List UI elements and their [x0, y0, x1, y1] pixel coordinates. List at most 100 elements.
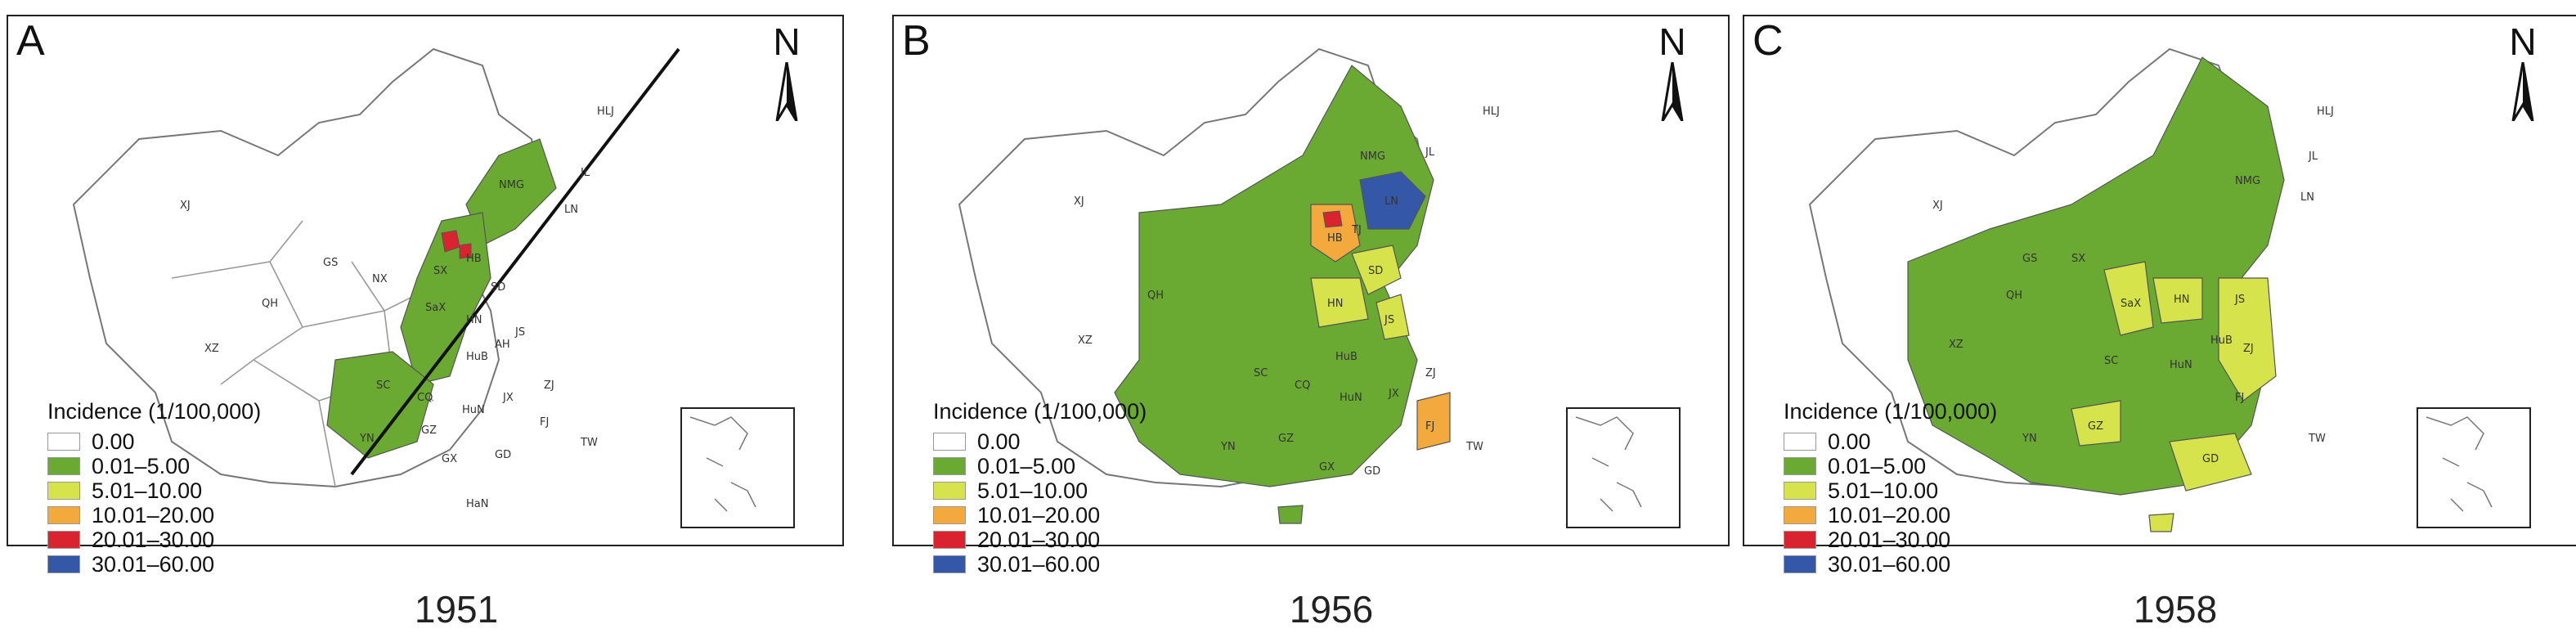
panel-letter: A [16, 17, 45, 65]
svg-text:SX: SX [433, 265, 447, 277]
svg-text:NMG: NMG [499, 179, 524, 191]
svg-text:HuN: HuN [2170, 359, 2192, 371]
svg-text:GX: GX [1319, 461, 1335, 474]
region-northeast [465, 138, 557, 246]
svg-text:HB: HB [466, 253, 482, 265]
svg-text:HLJ: HLJ [597, 106, 614, 118]
svg-text:NMG: NMG [2235, 175, 2260, 187]
region-fujian [1416, 392, 1451, 451]
legend-swatch [1784, 433, 1816, 451]
region-shandong [1351, 245, 1402, 295]
svg-text:FJ: FJ [540, 416, 549, 429]
south-china-sea-inset [2417, 407, 2531, 528]
svg-text:SX: SX [2071, 253, 2085, 265]
north-arrow: N [1648, 23, 1697, 121]
svg-text:YN: YN [1220, 441, 1236, 453]
region-hebei [1310, 204, 1361, 263]
svg-text:GS: GS [2022, 253, 2037, 265]
svg-text:HuB: HuB [2210, 334, 2233, 347]
legend-item: 5.01–10.00 [933, 478, 1227, 503]
svg-text:HLJ: HLJ [2317, 106, 2334, 118]
north-arrow-icon [1661, 62, 1684, 121]
svg-text:GS: GS [323, 257, 338, 269]
legend-item: 0.00 [933, 429, 1227, 454]
legend-item: 0.01–5.00 [47, 454, 342, 478]
legend-swatch [47, 506, 80, 524]
legend-item: 10.01–20.00 [933, 503, 1227, 528]
legend: Incidence (1/100,000) 0.00 0.01–5.00 5.0… [933, 399, 1227, 577]
north-label: N [2509, 20, 2537, 63]
map-panel-a: A HLJ JL LN NMG XJ GS NX QH XZ SX HB SD … [7, 15, 844, 577]
svg-text:TW: TW [580, 437, 598, 449]
legend-swatch [1784, 531, 1816, 549]
north-arrow-icon [775, 62, 798, 121]
region-henan [1310, 277, 1369, 328]
svg-text:FJ: FJ [1425, 420, 1434, 433]
legend-swatch [933, 457, 966, 475]
legend-swatch [47, 433, 80, 451]
legend-title: Incidence (1/100,000) [1784, 399, 1998, 424]
svg-text:XJ: XJ [180, 200, 191, 212]
legend-swatch [933, 506, 966, 524]
legend-item: 0.01–5.00 [933, 454, 1227, 478]
map-panel-c: C HLJ JL LN NMG XJ XZ QH GS SX SaX HN JS… [1743, 15, 2576, 577]
svg-text:GZ: GZ [2088, 420, 2103, 433]
legend-swatch [1784, 457, 1816, 475]
svg-text:ZJ: ZJ [1425, 367, 1436, 379]
svg-text:QH: QH [1147, 290, 1164, 302]
year-label-c: 1958 [2133, 588, 2218, 631]
svg-text:SaX: SaX [425, 302, 446, 314]
svg-text:LN: LN [1384, 195, 1398, 208]
svg-text:HuB: HuB [466, 351, 488, 363]
svg-text:SC: SC [376, 379, 390, 392]
legend-item: 30.01–60.00 [47, 552, 342, 577]
legend-item: 0.00 [1784, 429, 2078, 454]
region-tianjin [459, 243, 472, 259]
svg-text:NX: NX [372, 273, 388, 285]
north-label: N [1658, 20, 1686, 63]
svg-text:GX: GX [442, 453, 457, 465]
legend-swatch [933, 555, 966, 573]
svg-text:QH: QH [262, 298, 278, 310]
region-guangdong [2169, 433, 2252, 492]
svg-text:AH: AH [495, 339, 510, 351]
year-label-a: 1951 [414, 588, 499, 631]
svg-text:QH: QH [2006, 290, 2022, 302]
legend-item: 5.01–10.00 [47, 478, 342, 503]
legend-item: 5.01–10.00 [1784, 478, 2078, 503]
region-jiangsu [1376, 294, 1410, 340]
legend-item: 20.01–30.00 [47, 528, 342, 552]
legend-swatch [47, 531, 80, 549]
south-china-sea-inset [1566, 407, 1681, 528]
svg-text:JX: JX [1388, 388, 1399, 400]
legend-item: 20.01–30.00 [933, 528, 1227, 552]
svg-text:JS: JS [1384, 314, 1394, 326]
svg-text:XJ: XJ [1932, 200, 1943, 212]
svg-text:CQ: CQ [417, 392, 433, 404]
svg-text:JL: JL [1425, 146, 1435, 159]
legend-swatch [47, 555, 80, 573]
panel-letter: B [902, 17, 931, 65]
svg-text:SC: SC [2104, 355, 2118, 367]
legend-item: 0.00 [47, 429, 342, 454]
svg-text:HN: HN [466, 314, 482, 326]
svg-text:JS: JS [514, 326, 525, 339]
region-henan [2152, 277, 2203, 324]
legend-item: 20.01–30.00 [1784, 528, 2078, 552]
svg-text:GZ: GZ [421, 424, 437, 437]
map-panel-b: B HLJ JL LN NMG XJ XZ QH HB TJ SD HN JS … [892, 15, 1730, 577]
svg-text:TW: TW [2308, 433, 2326, 445]
svg-text:SD: SD [1368, 265, 1383, 277]
region-east [2218, 277, 2277, 402]
svg-text:HN: HN [1327, 298, 1344, 310]
svg-text:SC: SC [1254, 367, 1268, 379]
legend: Incidence (1/100,000) 0.00 0.01–5.00 5.0… [1784, 399, 2078, 577]
divider-line [350, 47, 680, 476]
legend-item: 30.01–60.00 [933, 552, 1227, 577]
legend-item: 10.01–20.00 [1784, 503, 2078, 528]
region-shaanxi [2103, 261, 2154, 336]
svg-text:JS: JS [2234, 294, 2245, 306]
svg-text:HB: HB [1327, 232, 1343, 245]
region-guizhou [2071, 400, 2121, 447]
region-hainan [1277, 505, 1304, 524]
